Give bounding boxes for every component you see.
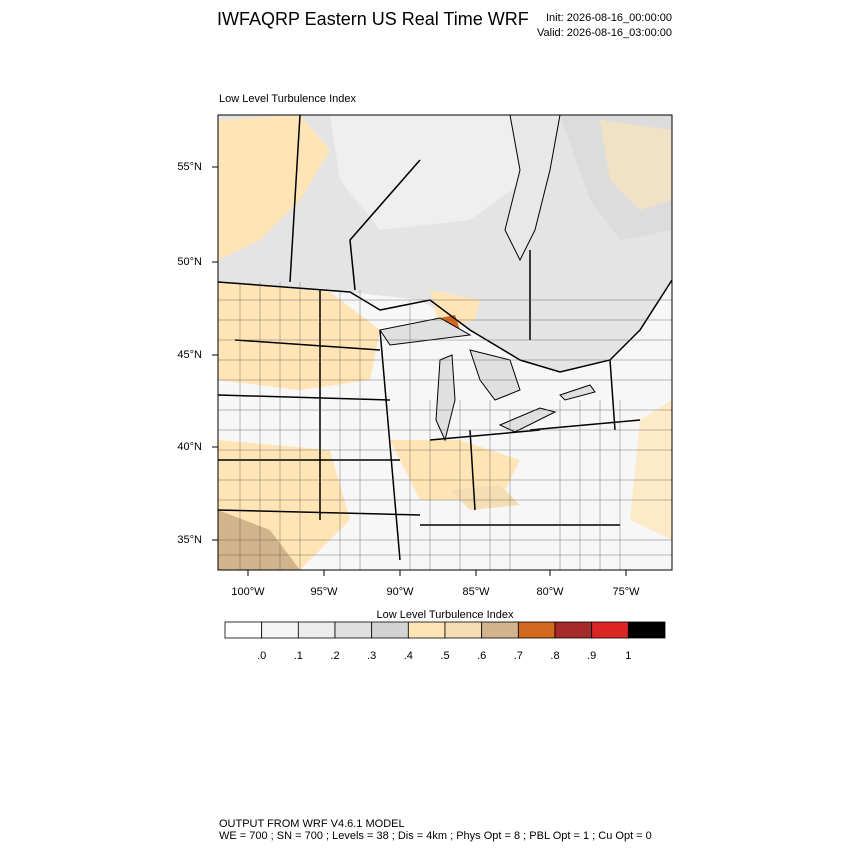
lat-label: 45°N xyxy=(177,349,202,361)
colorbar-swatch xyxy=(261,621,299,639)
colorbar-swatch xyxy=(224,621,263,639)
page-title: IWFAQRP Eastern US Real Time WRF xyxy=(217,9,529,29)
lat-label: 50°N xyxy=(177,256,202,268)
init-time: Init: 2026-08-16_00:00:00 xyxy=(546,12,672,24)
colorbar-swatch xyxy=(481,621,519,639)
colorbar-swatch xyxy=(371,621,409,639)
colorbar-swatch xyxy=(444,621,483,639)
colorbar-label: .1 xyxy=(294,650,303,662)
lon-label: 80°W xyxy=(536,586,564,598)
map-frame xyxy=(217,114,673,571)
colorbar-swatch xyxy=(297,621,336,639)
lon-label: 85°W xyxy=(462,586,490,598)
colorbar-label: .6 xyxy=(477,650,486,662)
colorbar: .0 .1 .2 .3 .4 .5 .6 .7 .8 .9 1 xyxy=(224,621,666,662)
colorbar-swatch xyxy=(554,621,593,639)
lon-label: 95°W xyxy=(310,586,338,598)
colorbar-label: .0 xyxy=(257,650,266,662)
colorbar-label: .7 xyxy=(514,650,523,662)
lon-label: 90°W xyxy=(386,586,414,598)
map-title: Low Level Turbulence Index xyxy=(219,93,356,105)
lat-label: 40°N xyxy=(177,441,202,453)
colorbar-label: .9 xyxy=(587,650,596,662)
colorbar-swatch xyxy=(407,621,446,639)
lon-label: 100°W xyxy=(231,586,265,598)
colorbar-swatch xyxy=(334,621,373,639)
map-ticks: 55°N 50°N 45°N 40°N 35°N 100°W 95°W 90°W 85°W 80°… xyxy=(177,161,640,598)
footer-line: OUTPUT FROM WRF V4.6.1 MODEL xyxy=(219,818,405,830)
colorbar-swatch xyxy=(627,621,666,639)
valid-time: Valid: 2026-08-16_03:00:00 xyxy=(537,27,672,39)
colorbar-swatch xyxy=(517,621,556,639)
colorbar-label: .5 xyxy=(440,650,449,662)
lon-label: 75°W xyxy=(612,586,640,598)
colorbar-label: .4 xyxy=(404,650,413,662)
colorbar-label: .2 xyxy=(330,650,339,662)
colorbar-swatch xyxy=(591,621,629,639)
lat-label: 55°N xyxy=(177,161,202,173)
colorbar-title: Low Level Turbulence Index xyxy=(377,609,514,621)
footer-line: WE = 700 ; SN = 700 ; Levels = 38 ; Dis … xyxy=(219,830,652,842)
colorbar-label: .8 xyxy=(550,650,559,662)
colorbar-label: 1 xyxy=(625,650,631,662)
colorbar-label: .3 xyxy=(367,650,376,662)
lat-label: 35°N xyxy=(177,534,202,546)
map-field xyxy=(218,115,672,570)
